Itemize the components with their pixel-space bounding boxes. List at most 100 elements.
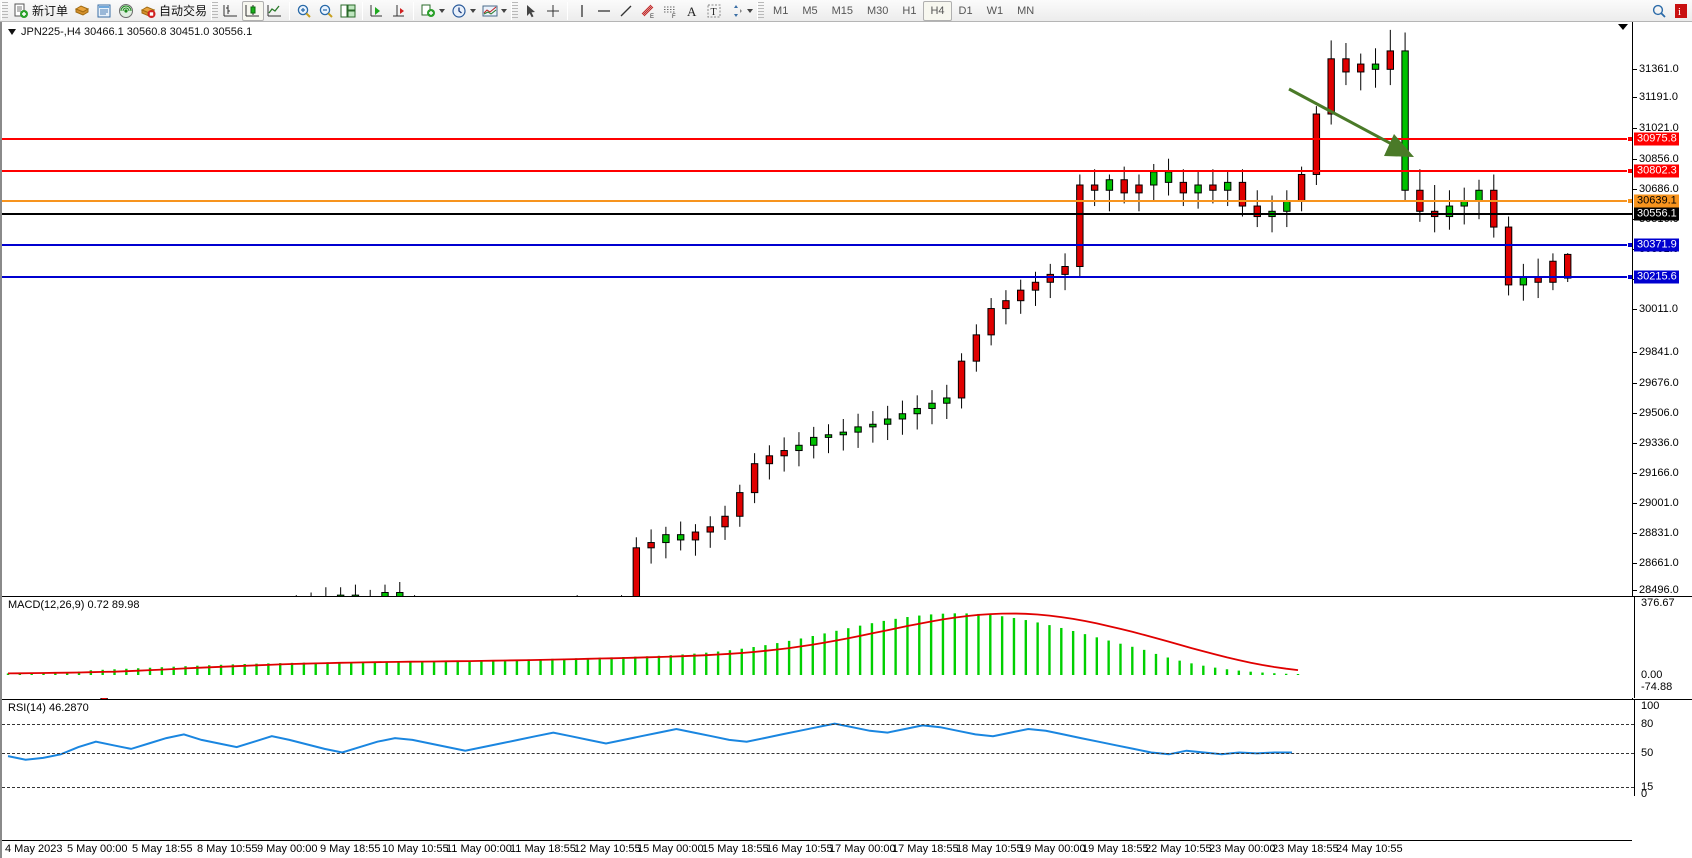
- price-gridline-label: 28831.0: [1639, 527, 1679, 539]
- new-order-button[interactable]: 新订单: [10, 1, 71, 21]
- help-button[interactable]: i: [1670, 1, 1692, 21]
- timeframe-mn[interactable]: MN: [1010, 1, 1041, 21]
- vertical-line-button[interactable]: [571, 1, 593, 21]
- level-handle[interactable]: [1627, 136, 1632, 142]
- price-level-line-30975[interactable]: [2, 136, 1632, 142]
- svg-text:A: A: [687, 4, 697, 19]
- price-level-line-30802[interactable]: [2, 168, 1632, 174]
- time-axis-label: 18 May 10:55: [956, 843, 1023, 855]
- equidistant-channel-button[interactable]: E: [637, 1, 659, 21]
- cursor-button[interactable]: [520, 1, 542, 21]
- chevron-down-icon-3[interactable]: [501, 8, 508, 13]
- autotrading-button[interactable]: 自动交易: [137, 1, 210, 21]
- toolbar-grip[interactable]: [1, 1, 8, 20]
- timeframe-m1-label: M1: [773, 4, 789, 17]
- time-axis-label: 23 May 18:55: [1272, 843, 1339, 855]
- rsi-pane[interactable]: RSI(14) 46.2870 100 80 50 15 0: [2, 700, 1692, 800]
- timeframe-m15[interactable]: M15: [825, 1, 860, 21]
- timeframe-m5[interactable]: M5: [795, 1, 824, 21]
- search-button[interactable]: [1648, 1, 1670, 21]
- candlestick-chart-button[interactable]: [242, 0, 265, 21]
- timeframe-d1[interactable]: D1: [952, 1, 980, 21]
- scale-corner: [1632, 840, 1692, 858]
- price-tick: [1633, 128, 1637, 129]
- chart-menu-triangle-icon[interactable]: [8, 29, 16, 35]
- timeframe-w1[interactable]: W1: [980, 1, 1011, 21]
- chevron-down-icon-4[interactable]: [747, 8, 754, 13]
- toolbar-grip-2[interactable]: [211, 1, 219, 20]
- timeframe-m30[interactable]: M30: [860, 1, 895, 21]
- templates-icon: [482, 5, 498, 16]
- price-gridline-label: 31021.0: [1639, 122, 1679, 134]
- fibonacci-button[interactable]: F: [659, 1, 681, 21]
- chevron-down-icon-2[interactable]: [470, 8, 477, 13]
- zoom-out-button[interactable]: [315, 1, 337, 21]
- timeframe-w1-label: W1: [986, 4, 1004, 17]
- svg-text:E: E: [650, 14, 654, 19]
- time-scale[interactable]: 4 May 2023 5 May 00:00 5 May 18:55 8 May 10…: [2, 840, 1692, 858]
- price-gridline-label: 31191.0: [1639, 91, 1678, 103]
- chart-title: JPN225-,H4 30466.1 30560.8 30451.0 30556…: [21, 26, 253, 38]
- price-tick: [1633, 533, 1637, 534]
- text-icon: A: [687, 4, 697, 19]
- shapes-button[interactable]: [725, 1, 756, 21]
- text-label-button[interactable]: T: [703, 1, 725, 21]
- tile-windows-button[interactable]: [337, 1, 359, 21]
- price-tag-30215-6: 30215.6: [1634, 270, 1679, 284]
- text-button[interactable]: A: [681, 1, 703, 21]
- timeframe-m1[interactable]: M1: [766, 1, 795, 21]
- templates-button[interactable]: [479, 1, 510, 21]
- macd-scale-label: -74.88: [1641, 681, 1673, 693]
- crosshair-button[interactable]: [542, 1, 564, 21]
- chart-window[interactable]: JPN225-,H4 30466.1 30560.8 30451.0 30556…: [0, 22, 1692, 858]
- chart-title-bar: JPN225-,H4 30466.1 30560.8 30451.0 30556…: [8, 25, 252, 39]
- horizontal-line-button[interactable]: [593, 1, 615, 21]
- level-handle[interactable]: [1627, 242, 1632, 248]
- bar-chart-button[interactable]: [220, 1, 242, 21]
- chart-shift-button[interactable]: [388, 1, 410, 21]
- rsi-body: [2, 700, 1634, 796]
- level-handle[interactable]: [1627, 274, 1632, 280]
- level-handle[interactable]: [1627, 198, 1632, 204]
- rsi-scale-label: 100: [1641, 700, 1660, 712]
- toolbar-grip-3[interactable]: [511, 1, 519, 20]
- price-level-line-30639[interactable]: [2, 198, 1632, 204]
- indicators-button[interactable]: [417, 1, 448, 21]
- expert-advisors-button[interactable]: [71, 1, 93, 21]
- toolbar-separator-3: [413, 1, 415, 20]
- toolbar-grip-4[interactable]: [757, 1, 765, 20]
- signals-button[interactable]: [115, 1, 137, 21]
- price-level-line-30371[interactable]: [2, 242, 1632, 248]
- time-axis-label: 15 May 18:55: [702, 843, 769, 855]
- toolbar-separator-2: [362, 1, 364, 20]
- chevron-down-icon[interactable]: [439, 8, 446, 13]
- price-tick: [1633, 69, 1637, 70]
- trendline-button[interactable]: [615, 1, 637, 21]
- line-chart-button[interactable]: [264, 1, 286, 21]
- periods-icon: [452, 3, 466, 18]
- price-level-line-30215[interactable]: [2, 274, 1632, 280]
- price-tag-30802-3: 30802.3: [1634, 164, 1679, 178]
- timeframe-h4-label: H4: [930, 4, 945, 17]
- expert-advisors-icon: [74, 4, 90, 16]
- timeframe-h4[interactable]: H4: [923, 0, 952, 21]
- price-tick: [1633, 503, 1637, 504]
- pane-separator-2: [2, 699, 1692, 700]
- collapse-triangle-icon[interactable]: [1618, 24, 1628, 30]
- price-gridline-label: 28496.0: [1639, 584, 1679, 596]
- auto-scroll-button[interactable]: [366, 1, 388, 21]
- signals-icon: [119, 3, 134, 18]
- level-handle[interactable]: [1627, 168, 1632, 174]
- zoom-in-button[interactable]: [293, 1, 315, 21]
- price-gridline-label: 30011.0: [1639, 303, 1678, 315]
- periods-button[interactable]: [448, 1, 479, 21]
- price-tick: [1633, 443, 1637, 444]
- macd-pane[interactable]: MACD(12,26,9) 0.72 89.98 376.67 0.00 -74.8…: [2, 597, 1692, 698]
- price-gridline-label: 29336.0: [1639, 437, 1679, 449]
- time-axis-label: 17 May 00:00: [829, 843, 896, 855]
- zoom-out-icon: [319, 4, 333, 18]
- timeframe-h1[interactable]: H1: [895, 1, 923, 21]
- horizontal-line-icon: [598, 9, 611, 12]
- data-window-button[interactable]: [93, 1, 115, 21]
- time-axis-label: 9 May 18:55: [320, 843, 381, 855]
